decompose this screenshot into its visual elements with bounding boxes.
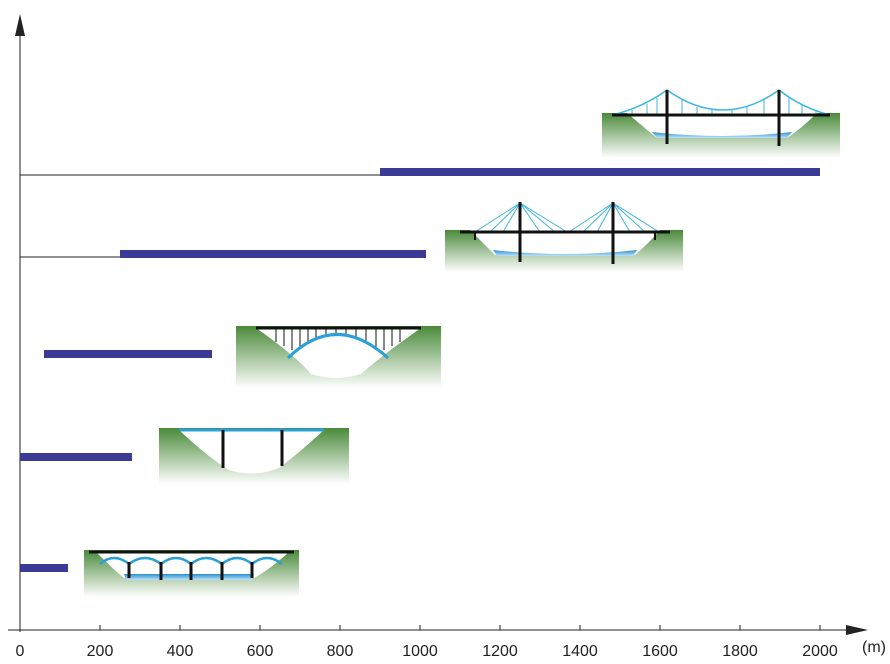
- x-axis-arrow: [846, 625, 868, 635]
- x-tick-label: 1400: [562, 643, 598, 660]
- y-axis-arrow: [15, 14, 25, 36]
- suspension-bridge-illustration: [602, 89, 840, 158]
- x-tick-label: 1600: [642, 643, 678, 660]
- x-tick-label: 0: [16, 643, 25, 660]
- bar: [44, 350, 212, 358]
- bar: [20, 453, 132, 461]
- bar: [120, 250, 426, 258]
- bar: [380, 168, 820, 176]
- beam-bridge-illustration: [159, 428, 349, 484]
- bar: [20, 564, 68, 572]
- cable-stayed-bridge-illustration: [445, 202, 683, 272]
- x-axis-label: (m): [862, 639, 886, 656]
- x-tick-label: 400: [167, 643, 194, 660]
- x-tick-label: 200: [87, 643, 114, 660]
- viaduct-illustration: [84, 550, 299, 597]
- x-tick-label: 1800: [722, 643, 758, 660]
- x-tick-label: 1200: [482, 643, 518, 660]
- x-tick-label: 2000: [802, 643, 838, 660]
- arch-bridge-illustration: [236, 326, 441, 388]
- x-tick-label: 600: [247, 643, 274, 660]
- x-tick-label: 800: [327, 643, 354, 660]
- x-tick-label: 1000: [402, 643, 438, 660]
